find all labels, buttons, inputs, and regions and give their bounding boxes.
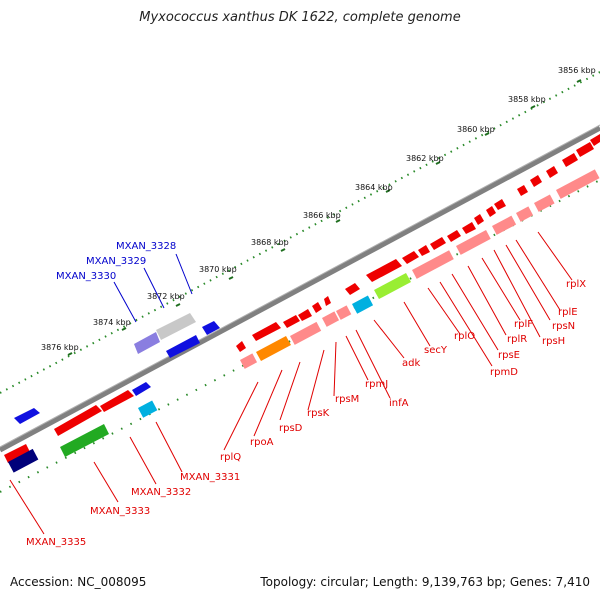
scale-label: 3872 kbp	[147, 292, 185, 301]
gene-arrow	[590, 134, 600, 146]
genome-backbone	[0, 125, 600, 453]
gene-arrow	[462, 222, 476, 234]
label-leaders	[9, 231, 573, 535]
gene-arrow	[517, 185, 528, 196]
scale-label: 3876 kbp	[41, 343, 79, 352]
gene-label: rplE	[558, 307, 578, 318]
gene-arrow	[166, 335, 200, 358]
gene-label: adk	[402, 358, 420, 369]
gene-label: rpmJ	[365, 379, 388, 390]
gene-box	[322, 311, 340, 327]
gene-arrow	[576, 142, 594, 157]
gene-label: rplO	[454, 331, 475, 342]
gene-arrow	[252, 322, 281, 341]
gene-label: rplX	[566, 279, 586, 290]
gene-label: MXAN_3330	[56, 271, 116, 282]
gene-arrow	[562, 153, 578, 167]
scale-label: 3874 kbp	[93, 318, 131, 327]
gene-arrow	[530, 175, 542, 187]
gene-box	[412, 250, 454, 279]
scale-label: 3866 kbp	[303, 211, 341, 220]
gene-arrow	[374, 273, 411, 299]
label-leaders-blue	[113, 253, 193, 323]
gene-box	[289, 321, 322, 345]
gene-arrow	[312, 302, 322, 313]
gene-label: rpsK	[307, 408, 330, 419]
gene-arrow	[430, 237, 446, 250]
gene-arrow	[345, 283, 360, 295]
scale-label: 3860 kbp	[457, 125, 495, 134]
gene-box	[534, 194, 555, 212]
gene-arrow	[60, 424, 109, 457]
gene-arrow	[156, 313, 196, 340]
scale-label: 3870 kbp	[199, 265, 237, 274]
gene-box	[336, 305, 352, 320]
scale-label: 3856 kbp	[558, 66, 596, 75]
upper-genes	[14, 134, 600, 436]
scale-label: 3858 kbp	[508, 95, 546, 104]
gene-arrow	[418, 245, 430, 256]
gene-arrow	[256, 336, 291, 361]
gene-arrow	[4, 444, 30, 463]
gene-label: rplR	[507, 334, 527, 345]
gene-arrow	[100, 390, 134, 412]
gene-label: rpsE	[498, 350, 520, 361]
scale-track-outer	[0, 71, 600, 394]
gene-label: rpoA	[250, 437, 274, 448]
gene-box	[556, 169, 600, 199]
gene-label: MXAN_3331	[180, 472, 240, 483]
gene-arrow	[474, 214, 484, 225]
gene-label: rpsH	[542, 336, 565, 347]
gene-arrow	[202, 321, 220, 335]
gene-label: rpmD	[490, 367, 518, 378]
gene-label: MXAN_3335	[26, 537, 86, 548]
gene-label: rplF	[514, 319, 533, 330]
gene-arrow	[366, 259, 402, 282]
gene-arrow	[324, 296, 331, 306]
gene-box	[240, 353, 258, 369]
gene-label: MXAN_3329	[86, 256, 146, 267]
gene-label: secY	[424, 345, 448, 356]
gene-box	[456, 230, 491, 255]
gene-label: MXAN_3332	[131, 487, 191, 498]
gene-arrow	[132, 382, 151, 396]
genome-summary: Topology: circular; Length: 9,139,763 bp…	[260, 575, 590, 589]
gene-label: infA	[389, 398, 409, 409]
accession-label: Accession: NC_008095	[10, 575, 147, 589]
gene-box	[515, 206, 534, 222]
gene-label: rpsM	[335, 394, 359, 405]
gene-label: rplQ	[220, 452, 241, 463]
gene-arrow	[14, 408, 40, 424]
scale-label: 3868 kbp	[251, 238, 289, 247]
gene-box	[352, 295, 374, 314]
scale-labels: 3856 kbp 3858 kbp 3860 kbp 3862 kbp 3864…	[41, 66, 596, 352]
gene-label: rpsD	[279, 423, 303, 434]
gene-arrow	[236, 341, 246, 352]
gene-labels: MXAN_3328 MXAN_3329 MXAN_3330 rplX rplE …	[26, 241, 586, 548]
gene-arrow	[486, 206, 496, 217]
gene-box	[8, 448, 39, 473]
gene-arrow	[54, 405, 102, 436]
gene-arrow	[402, 251, 419, 264]
gene-label: rpsN	[552, 321, 575, 332]
gene-arrow	[494, 199, 506, 210]
gene-box	[492, 215, 517, 235]
gene-arrow	[134, 332, 160, 354]
gene-arrow	[298, 309, 312, 321]
scale-label: 3862 kbp	[406, 154, 444, 163]
scale-label: 3864 kbp	[355, 183, 393, 192]
lower-genes	[4, 169, 600, 473]
gene-arrow	[546, 166, 558, 178]
gene-label: MXAN_3328	[116, 241, 176, 252]
gene-arrow	[283, 315, 300, 328]
gene-label: MXAN_3333	[90, 506, 150, 517]
gene-arrow	[447, 230, 461, 242]
scale-ticks	[67, 79, 582, 356]
map-title: Myxococcus xanthus DK 1622, complete gen…	[139, 10, 461, 25]
gene-box	[138, 400, 158, 418]
